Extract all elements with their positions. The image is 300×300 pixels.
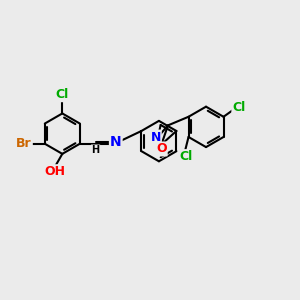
Text: Cl: Cl bbox=[179, 150, 192, 163]
Text: N: N bbox=[150, 130, 161, 144]
Text: OH: OH bbox=[45, 165, 66, 178]
Text: N: N bbox=[110, 135, 122, 149]
Text: O: O bbox=[156, 142, 167, 155]
Text: Cl: Cl bbox=[232, 101, 246, 114]
Text: Cl: Cl bbox=[56, 88, 69, 101]
Text: H: H bbox=[92, 145, 100, 155]
Text: Br: Br bbox=[16, 137, 32, 150]
